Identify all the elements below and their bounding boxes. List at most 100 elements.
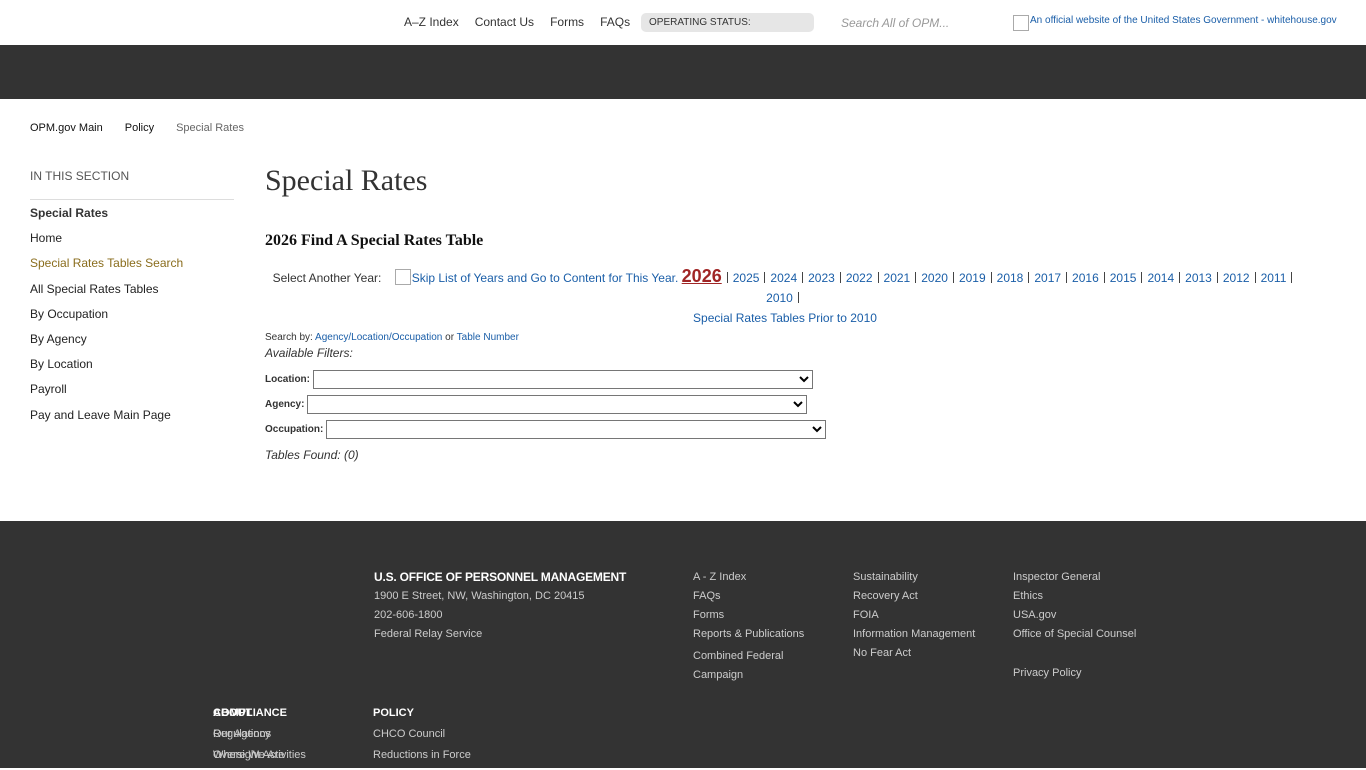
footer-link[interactable]: A - Z Index [693, 571, 747, 583]
gov-badge-text[interactable]: An official website of the United States… [1030, 15, 1337, 26]
footer-link[interactable]: Our Agency [213, 728, 271, 740]
search-link[interactable]: Table Number [456, 332, 519, 343]
footer-link[interactable]: Reports & Publications [693, 628, 805, 640]
separator [915, 272, 917, 283]
breadcrumb-item[interactable]: Policy [124, 122, 155, 134]
separator [1066, 272, 1068, 283]
year-link[interactable]: 2025 [732, 271, 760, 285]
search-by-label: Search by: [265, 332, 313, 343]
separator [1028, 272, 1030, 283]
current-year[interactable]: 2026 [681, 266, 722, 286]
footer-link[interactable]: No Fear Act [853, 647, 912, 659]
header-band [0, 45, 1366, 99]
skip-link-text[interactable]: Skip List of Years and Go to Content for… [411, 271, 679, 285]
footer-link[interactable]: Ethics [1013, 590, 1043, 602]
separator [839, 272, 841, 283]
org-name: U.S. OFFICE OF PERSONNEL MANAGEMENT [374, 570, 627, 584]
broken-image [1013, 15, 1029, 31]
separator [952, 272, 954, 283]
sidebar-link[interactable]: By Occupation [30, 306, 109, 321]
skip-link[interactable]: Skip List of Years and Go to Content for… [394, 269, 679, 285]
filter-row: Occupation: [265, 420, 827, 439]
sidebar-link[interactable]: Payroll [30, 382, 67, 397]
year-link[interactable]: 2011 [1260, 271, 1287, 285]
year-link[interactable]: 2012 [1222, 271, 1250, 285]
sidebar-link[interactable]: Special Rates Tables Search [30, 256, 184, 271]
breadcrumb-item: Special Rates [176, 122, 244, 134]
nav-link[interactable]: Contact Us [474, 15, 535, 29]
org-line: 202-606-1800 [374, 609, 443, 621]
search-link[interactable]: Agency/Location/Occupation [315, 332, 443, 343]
separator [802, 272, 804, 283]
footer-column: Sustainability Recovery Act FOIA Informatio… [853, 571, 993, 666]
subtitle: 2026 Find A Special Rates Table [265, 232, 484, 249]
filter-select[interactable] [313, 370, 813, 389]
org-line: 1900 E Street, NW, Washington, DC 20415 [374, 590, 585, 602]
footer-link[interactable]: Regulations [213, 728, 272, 740]
year-link[interactable]: 2022 [845, 271, 873, 285]
year-link[interactable]: 2013 [1185, 271, 1212, 285]
footer-link[interactable]: USA.gov [1013, 609, 1057, 621]
footer-column: A - Z Index FAQs Forms Reports & Publicatio… [693, 571, 833, 685]
sidebar-link[interactable]: Pay and Leave Main Page [30, 407, 171, 422]
footer-section: POLICY CHCO Council Reductions in Force [373, 707, 523, 770]
footer-link[interactable]: CHCO Council [373, 728, 446, 740]
footer-heading: POLICY [373, 707, 414, 719]
separator [877, 272, 879, 283]
sidebar-link[interactable]: By Agency [30, 331, 87, 346]
separator [726, 272, 728, 283]
tables-found: Tables Found: (0) [265, 448, 359, 462]
filter-select[interactable] [307, 395, 808, 414]
footer-link[interactable]: FOIA [853, 609, 879, 621]
nav-link[interactable]: FAQs [600, 15, 631, 29]
footer-link[interactable]: Reductions in Force [373, 749, 471, 761]
footer-link[interactable]: Sustainability [853, 571, 918, 583]
year-link[interactable]: 2024 [770, 271, 798, 285]
year-link[interactable]: 2023 [808, 271, 835, 285]
nav-link[interactable]: Forms [550, 15, 585, 29]
filter-select[interactable] [326, 420, 827, 439]
separator [797, 292, 799, 303]
footer-link[interactable]: Recovery Act [853, 590, 918, 602]
footer-link[interactable]: Combined Federal Campaign [693, 650, 784, 681]
separator [1103, 272, 1105, 283]
footer-link[interactable]: Forms [693, 609, 725, 621]
footer-link[interactable]: Information Management [853, 628, 976, 640]
sidebar-link[interactable]: By Location [30, 357, 93, 372]
year-link[interactable]: 2019 [958, 271, 986, 285]
year-link[interactable]: 2016 [1072, 271, 1099, 285]
year-link[interactable]: 2010 [766, 291, 793, 305]
year-link[interactable]: 2021 [883, 271, 911, 285]
filter-label: Location: [265, 374, 310, 385]
filters-label: Available Filters: [265, 346, 353, 360]
search-by: Search by: Agency/Location/Occupation or… [265, 332, 519, 343]
footer-link[interactable]: FAQs [693, 590, 721, 602]
footer-link[interactable]: Where We Are [213, 749, 285, 761]
year-link[interactable]: 2020 [921, 271, 948, 285]
footer-link[interactable]: Privacy Policy [1013, 667, 1082, 679]
year-link[interactable]: 2017 [1034, 271, 1062, 285]
year-link[interactable]: 2018 [996, 271, 1024, 285]
separator [990, 272, 992, 283]
separator [1141, 272, 1143, 283]
footer-link[interactable]: Inspector General [1013, 571, 1101, 583]
sidebar-nav: Special Rates Home Special Rates Tables Se… [30, 206, 183, 433]
site-search[interactable]: Search All of OPM... [841, 16, 950, 30]
year-link[interactable]: 2014 [1147, 271, 1175, 285]
operating-status[interactable]: OPERATING STATUS: [641, 13, 814, 32]
year-link[interactable]: 2015 [1109, 271, 1137, 285]
footer-link[interactable]: Office of Special Counsel [1013, 628, 1137, 640]
sidebar-link[interactable]: Home [30, 231, 63, 246]
nav-link[interactable]: A–Z Index [404, 15, 459, 29]
filter-label: Occupation: [265, 424, 324, 435]
breadcrumb-item[interactable]: OPM.gov Main [30, 122, 103, 134]
sidebar-link[interactable]: All Special Rates Tables [30, 281, 159, 296]
gov-badge[interactable]: An official website of the United States… [1013, 15, 1337, 31]
footer-link[interactable]: Oversight Activities [213, 749, 306, 761]
prior-link[interactable]: Special Rates Tables Prior to 2010 [693, 311, 877, 325]
sidebar-link[interactable]: Special Rates [30, 206, 109, 220]
org-line[interactable]: Federal Relay Service [374, 628, 483, 640]
breadcrumb: OPM.gov Main Policy Special Rates [30, 122, 244, 134]
